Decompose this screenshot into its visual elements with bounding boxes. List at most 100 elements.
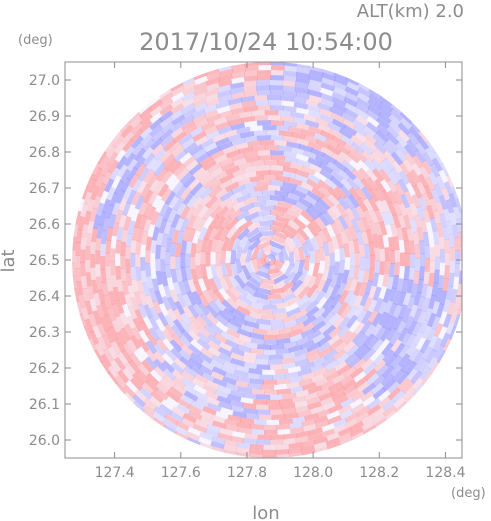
radar-gate-cell: [145, 379, 159, 393]
radar-gate-cell: [429, 163, 441, 178]
radar-gate-cell: [368, 241, 375, 256]
radar-gate-cell: [142, 138, 155, 152]
radar-gate-cell: [199, 186, 213, 200]
radar-gate-cell: [209, 359, 224, 370]
radar-gate-cell: [202, 276, 212, 291]
radar-gate-cell: [373, 148, 387, 162]
radar-gate-cell: [308, 79, 323, 88]
radar-gate-cell: [224, 418, 239, 427]
radar-gate-cell: [204, 93, 219, 103]
radar-gate-cell: [114, 180, 125, 195]
radar-gate-cell: [392, 304, 403, 319]
radar-gate-cell: [327, 333, 341, 347]
radar-gate-cell: [326, 431, 341, 442]
radar-gate-cell: [259, 374, 274, 380]
radar-gate-cell: [421, 297, 431, 313]
radar-gate-cell: [451, 186, 459, 201]
radar-gate-cell: [194, 315, 208, 329]
radar-gate-cell: [104, 314, 114, 329]
radar-gate-cell: [320, 113, 335, 124]
radar-gate-cell: [341, 269, 350, 284]
radar-gate-cell: [359, 256, 366, 271]
radar-gate-cell: [224, 449, 238, 456]
radar-gate-cell: [126, 166, 139, 181]
radar-gate-cell: [260, 278, 276, 285]
radar-gate-cell: [122, 185, 134, 200]
radar-gate-cell: [218, 125, 233, 135]
radar-gate-cell: [246, 372, 261, 380]
radar-gate-cell: [199, 155, 214, 168]
radar-gate-cell: [211, 446, 226, 453]
radar-gate-cell: [387, 387, 401, 401]
radar-gate-cell: [95, 276, 103, 291]
radar-gate-cell: [382, 398, 396, 411]
radar-gate-cell: [330, 175, 344, 189]
radar-gate-cell: [192, 166, 206, 180]
radar-gate-cell: [237, 271, 249, 285]
radar-gate-cell: [306, 353, 322, 363]
radar-gate-cell: [218, 341, 233, 352]
radar-gate-cell: [131, 142, 145, 157]
radar-gate-cell: [224, 321, 240, 333]
radar-gate-cell: [321, 68, 335, 76]
radar-gate-cell: [401, 308, 412, 323]
radar-gate-cell: [182, 85, 197, 97]
radar-gate-cell: [231, 63, 245, 69]
radar-gate-cell: [186, 194, 199, 209]
radar-gate-cell: [169, 160, 183, 174]
radar-gate-cell: [399, 252, 405, 267]
radar-gate-cell: [362, 425, 376, 435]
radar-gate-cell: [111, 319, 122, 334]
radar-gate-cell: [389, 250, 396, 264]
radar-gate-cell: [339, 329, 353, 343]
radar-gate-cell: [311, 314, 326, 327]
radar-gate-cell: [217, 310, 232, 323]
radar-gate-cell: [164, 314, 176, 329]
radar-gate-cell: [331, 118, 347, 130]
radar-gate-cell: [97, 336, 108, 351]
radar-gate-cell: [153, 366, 167, 380]
radar-gate-cell: [284, 264, 295, 279]
radar-gate-cell: [239, 324, 255, 333]
radar-gate-cell: [251, 200, 266, 208]
radar-gate-cell: [270, 90, 284, 96]
radar-gate-cell: [198, 293, 210, 308]
radar-gate-cell: [304, 413, 319, 422]
radar-gate-cell: [403, 240, 410, 255]
radar-gate-cell: [174, 184, 187, 199]
radar-gate-cell: [124, 362, 137, 376]
radar-gate-cell: [264, 429, 278, 435]
radar-gate-cell: [418, 319, 429, 334]
radar-gate-cell: [131, 278, 139, 293]
radar-gate-cell: [151, 143, 165, 157]
radar-gate-cell: [357, 86, 372, 98]
radar-gate-cell: [310, 373, 326, 383]
radar-gate-cell: [336, 143, 351, 156]
radar-gate-cell: [368, 267, 375, 282]
radar-gate-cell: [320, 77, 336, 87]
radar-gate-cell: [328, 381, 343, 392]
radar-gate-cell: [364, 139, 378, 153]
radar-gate-cell: [385, 327, 398, 342]
radar-gate-cell: [118, 291, 127, 306]
radar-gate-cell: [242, 171, 258, 179]
radar-gate-cell: [361, 216, 371, 231]
radar-gate-cell: [336, 301, 349, 316]
radar-gate-cell: [153, 179, 166, 194]
radar-gate-cell: [420, 283, 429, 298]
radar-gate-cell: [92, 310, 102, 325]
radar-gate-cell: [373, 359, 387, 373]
radar-gate-cell: [148, 99, 163, 112]
radar-gate-cell: [240, 131, 255, 139]
radar-gate-cell: [153, 417, 167, 428]
radar-gate-cell: [163, 220, 173, 235]
radar-gate-cell: [193, 86, 208, 97]
y-unit-label: (deg): [18, 33, 53, 48]
radar-gate-cell: [352, 176, 366, 190]
radar-gate-cell: [229, 190, 244, 202]
radar-gate-cell: [424, 258, 431, 272]
radar-gate-cell: [289, 385, 304, 394]
radar-gate-cell: [121, 131, 135, 145]
radar-gate-cell: [372, 387, 387, 400]
radar-gate-cell: [176, 230, 185, 245]
